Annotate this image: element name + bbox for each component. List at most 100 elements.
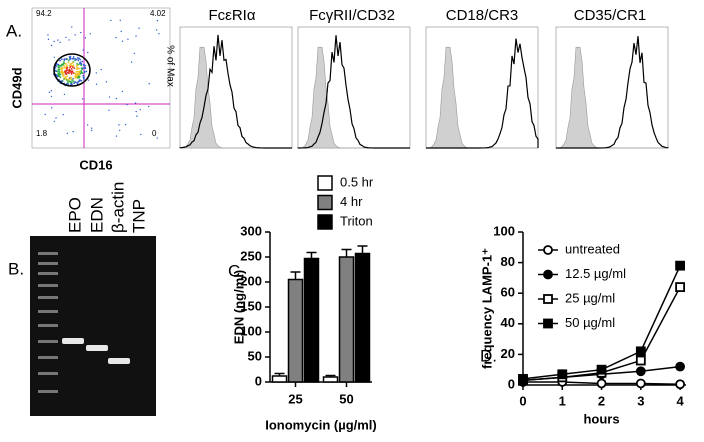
dot-cloud bbox=[44, 19, 160, 139]
y-tick-label: 100 bbox=[493, 223, 515, 238]
dot bbox=[82, 49, 84, 51]
dot bbox=[53, 56, 56, 58]
dot bbox=[57, 68, 60, 71]
dot bbox=[67, 61, 70, 64]
dot bbox=[60, 67, 63, 69]
dot bbox=[53, 120, 56, 123]
dot bbox=[76, 56, 79, 59]
dot bbox=[69, 69, 72, 72]
dot bbox=[84, 64, 86, 67]
dot bbox=[66, 64, 68, 67]
x-axis-label: Ionomycin (µg/ml) bbox=[265, 417, 377, 432]
dot bbox=[86, 124, 89, 126]
dot bbox=[85, 70, 88, 73]
dot bbox=[55, 117, 57, 119]
dot bbox=[118, 129, 121, 131]
dot bbox=[115, 36, 117, 39]
dot bbox=[79, 58, 82, 61]
dot bbox=[80, 79, 83, 82]
gel-band bbox=[108, 358, 130, 364]
dot bbox=[50, 44, 53, 47]
dot bbox=[56, 63, 59, 66]
dot bbox=[119, 19, 121, 22]
dot bbox=[54, 69, 57, 72]
quadrant-value: 94.2 bbox=[36, 9, 52, 18]
isotype-histogram bbox=[425, 46, 538, 149]
dot bbox=[68, 68, 71, 71]
dot bbox=[65, 69, 68, 72]
dot bbox=[135, 110, 137, 113]
dot bbox=[74, 58, 77, 60]
dot bbox=[135, 35, 137, 37]
dot bbox=[81, 72, 84, 74]
dot bbox=[68, 56, 71, 58]
y-axis-label: frequency LAMP-1⁺ bbox=[479, 248, 494, 369]
dot bbox=[66, 75, 69, 78]
dot bbox=[76, 72, 79, 75]
dot bbox=[70, 68, 73, 70]
dot bbox=[57, 73, 60, 76]
dot bbox=[71, 70, 74, 73]
panel-label: B. bbox=[8, 259, 24, 278]
dot bbox=[48, 91, 51, 94]
dot bbox=[100, 68, 102, 71]
marker bbox=[557, 369, 568, 380]
dot bbox=[110, 19, 112, 22]
dot bbox=[158, 33, 160, 35]
dot bbox=[61, 80, 64, 83]
x-tick-label: 2 bbox=[598, 393, 605, 408]
dot bbox=[76, 70, 78, 73]
dot bbox=[73, 82, 76, 85]
dot bbox=[155, 29, 158, 31]
dot bbox=[76, 64, 79, 67]
ladder-band bbox=[38, 262, 58, 265]
dot bbox=[78, 72, 81, 75]
dot bbox=[133, 52, 136, 55]
legend-swatch bbox=[317, 214, 333, 230]
dot bbox=[82, 63, 85, 66]
dot bbox=[71, 26, 73, 28]
dot bbox=[84, 67, 87, 70]
dot bbox=[57, 65, 60, 67]
dot bbox=[55, 65, 58, 68]
dot bbox=[81, 60, 84, 63]
lane-label: β-actin bbox=[108, 182, 127, 233]
y-tick-label: 250 bbox=[240, 248, 262, 263]
dot bbox=[59, 76, 62, 79]
quadrant-value: 4.02 bbox=[150, 9, 166, 18]
y-tick-label: 200 bbox=[240, 273, 262, 288]
stained-histogram bbox=[179, 34, 292, 149]
dot bbox=[82, 76, 85, 79]
x-tick-label: 3 bbox=[637, 393, 644, 408]
dot bbox=[138, 27, 140, 29]
dot bbox=[108, 96, 111, 98]
y-tick-label: 100 bbox=[240, 323, 262, 338]
dot bbox=[50, 95, 53, 98]
dot bbox=[44, 113, 46, 116]
dot bbox=[67, 81, 69, 84]
dot bbox=[130, 61, 133, 63]
dot bbox=[63, 93, 66, 96]
dot bbox=[80, 63, 83, 65]
x-tick-label: 50 bbox=[339, 391, 353, 406]
dot bbox=[59, 73, 62, 76]
marker bbox=[635, 346, 646, 357]
dot-plot-frame bbox=[31, 7, 171, 149]
y-tick-label: 150 bbox=[240, 298, 262, 313]
legend-label: 50 µg/ml bbox=[565, 315, 615, 330]
histogram-title: CD35/CR1 bbox=[574, 7, 647, 24]
marker bbox=[596, 378, 607, 389]
dot bbox=[80, 64, 83, 67]
dot bbox=[108, 109, 110, 111]
dot bbox=[77, 67, 80, 70]
dot bbox=[115, 97, 118, 100]
dot bbox=[64, 62, 67, 65]
dot bbox=[71, 66, 74, 69]
dot bbox=[62, 63, 64, 65]
dot bbox=[69, 77, 71, 79]
dot bbox=[66, 71, 69, 74]
dot bbox=[72, 64, 75, 67]
dot bbox=[64, 70, 66, 73]
dot bbox=[47, 38, 50, 41]
